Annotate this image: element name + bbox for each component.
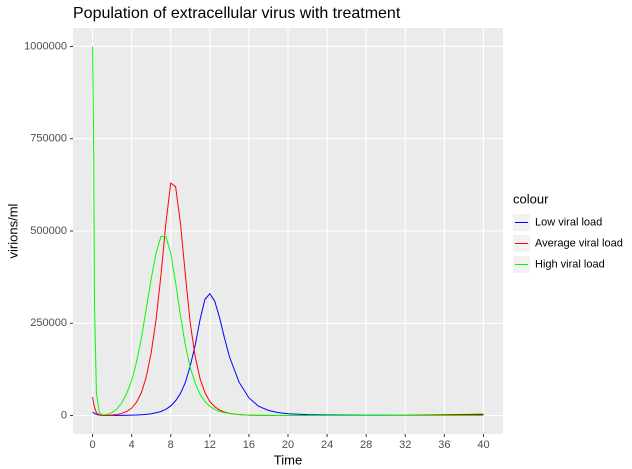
x-tick-label: 20 — [282, 439, 294, 451]
y-tick-label: 500000 — [30, 225, 67, 237]
x-tick-label: 16 — [243, 439, 255, 451]
y-tick-label: 250000 — [30, 317, 67, 329]
legend-label: Low viral load — [535, 216, 602, 228]
x-tick-label: 28 — [360, 439, 372, 451]
series-line — [92, 292, 484, 416]
legend-label: High viral load — [535, 258, 605, 270]
x-tick-label: 8 — [168, 439, 174, 451]
x-tick-label: 40 — [477, 439, 489, 451]
x-tick-label: 36 — [438, 439, 450, 451]
x-tick-label: 32 — [399, 439, 411, 451]
chart-title: Population of extracellular virus with t… — [73, 5, 401, 22]
x-axis-title: Time — [274, 452, 302, 467]
x-tick-label: 24 — [321, 439, 333, 451]
x-tick-label: 12 — [204, 439, 216, 451]
legend-label: Average viral load — [535, 237, 623, 249]
y-tick-label: 0 — [61, 409, 67, 421]
legend-title: colour — [513, 191, 549, 206]
x-tick-label: 4 — [129, 439, 135, 451]
y-axis-title: virions/ml — [5, 203, 20, 258]
series-line — [92, 46, 484, 417]
y-tick-label: 1000000 — [24, 40, 67, 52]
x-tick-label: 0 — [89, 439, 95, 451]
y-tick-label: 750000 — [30, 133, 67, 145]
